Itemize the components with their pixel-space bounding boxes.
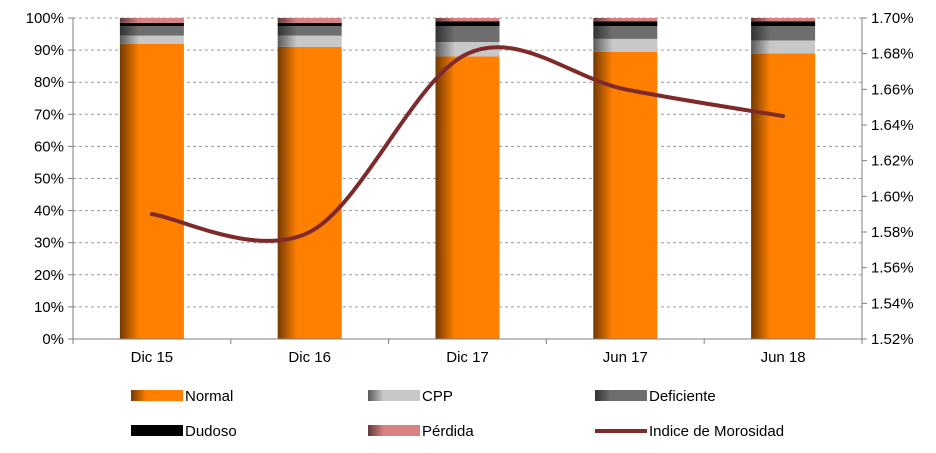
y-left-tick-label: 90% xyxy=(34,42,64,59)
y-left-tick-label: 80% xyxy=(34,74,64,91)
legend-swatch xyxy=(368,425,420,436)
y-right-tick-label: 1.70% xyxy=(871,10,914,27)
bar-perdida-jun-18 xyxy=(751,18,815,21)
y-left-tick-label: 50% xyxy=(34,171,64,188)
bar-deficiente-dic-17 xyxy=(436,26,500,42)
legend-label: Normal xyxy=(185,388,233,405)
legend-swatch xyxy=(131,390,183,401)
y-left-tick-label: 70% xyxy=(34,106,64,123)
y-left-tick-label: 20% xyxy=(34,267,64,284)
bar-dudoso-dic-16 xyxy=(278,23,342,26)
bar-cpp-jun-17 xyxy=(593,39,657,52)
bar-deficiente-jun-17 xyxy=(593,26,657,39)
y-right-tick-label: 1.56% xyxy=(871,260,914,277)
y-right-tick-label: 1.62% xyxy=(871,153,914,170)
bar-normal-dic-17 xyxy=(436,57,500,339)
y-left-tick-label: 10% xyxy=(34,299,64,316)
y-right-tick-label: 1.68% xyxy=(871,46,914,63)
y-right-tick-label: 1.58% xyxy=(871,224,914,241)
y-left-tick-label: 30% xyxy=(34,235,64,252)
y-right-tick-label: 1.60% xyxy=(871,188,914,205)
legend-swatch xyxy=(595,390,647,401)
bar-normal-dic-15 xyxy=(120,44,184,339)
x-tick-label: Jun 18 xyxy=(761,349,806,366)
legend: Normal CPP Deficiente Dudoso Pérdida Indice d… xyxy=(131,388,784,440)
bar-perdida-dic-17 xyxy=(436,18,500,21)
bar-dudoso-jun-17 xyxy=(593,21,657,26)
y-right-tick-label: 1.52% xyxy=(871,331,914,348)
x-tick-label: Dic 15 xyxy=(131,349,174,366)
bar-cpp-dic-16 xyxy=(278,36,342,47)
legend-label: Deficiente xyxy=(649,388,716,405)
legend-item-normal: Normal xyxy=(131,388,233,405)
y-right-tick-label: 1.66% xyxy=(871,81,914,98)
bar-deficiente-jun-18 xyxy=(751,26,815,40)
bar-deficiente-dic-16 xyxy=(278,26,342,36)
bar-cpp-dic-15 xyxy=(120,36,184,44)
legend-label: Indice de Morosidad xyxy=(649,423,784,440)
legend-label: CPP xyxy=(422,388,453,405)
legend-item-cpp: CPP xyxy=(368,388,453,405)
bar-deficiente-dic-15 xyxy=(120,26,184,36)
bar-dudoso-dic-17 xyxy=(436,21,500,26)
y-left-tick-label: 0% xyxy=(42,331,64,348)
y-left-tick-label: 60% xyxy=(34,138,64,155)
bar-cpp-jun-18 xyxy=(751,40,815,53)
x-tick-label: Jun 17 xyxy=(603,349,648,366)
bar-dudoso-dic-15 xyxy=(120,23,184,26)
legend-swatch xyxy=(131,425,183,436)
legend-label: Dudoso xyxy=(185,423,237,440)
legend-item-deficiente: Deficiente xyxy=(595,388,716,405)
bar-dudoso-jun-18 xyxy=(751,21,815,26)
bar-normal-jun-18 xyxy=(751,53,815,339)
legend-label: Pérdida xyxy=(422,423,474,440)
x-tick-label: Dic 17 xyxy=(446,349,489,366)
legend-item-indice-de-morosidad: Indice de Morosidad xyxy=(595,423,784,440)
legend-item-dudoso: Dudoso xyxy=(131,423,237,440)
bar-perdida-jun-17 xyxy=(593,18,657,21)
y-left-tick-label: 40% xyxy=(34,203,64,220)
legend-swatch xyxy=(368,390,420,401)
legend-item-perdida: Pérdida xyxy=(368,423,474,440)
y-right-tick-label: 1.54% xyxy=(871,295,914,312)
y-left-tick-label: 100% xyxy=(26,10,64,27)
bar-perdida-dic-15 xyxy=(120,18,184,23)
bar-perdida-dic-16 xyxy=(278,18,342,23)
y-right-tick-label: 1.64% xyxy=(871,117,914,134)
bar-normal-dic-16 xyxy=(278,47,342,339)
x-tick-label: Dic 16 xyxy=(288,349,331,366)
